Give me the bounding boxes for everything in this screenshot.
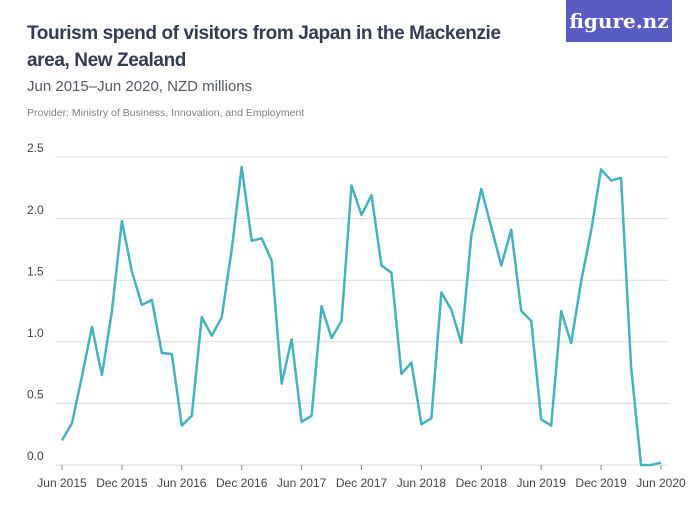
x-tick-label: Jun 2017 xyxy=(277,476,327,490)
chart-title: Tourism spend of visitors from Japan in … xyxy=(27,23,501,71)
x-tick-label: Jun 2015 xyxy=(37,476,87,490)
y-tick-label: 0.5 xyxy=(27,388,44,402)
y-tick-label: 0.0 xyxy=(27,449,44,463)
x-tick-label: Jun 2016 xyxy=(157,476,207,490)
chart-subtitle: Jun 2015–Jun 2020, NZD millions xyxy=(27,78,253,95)
y-tick-label: 2.5 xyxy=(27,141,44,155)
x-tick-label: Dec 2018 xyxy=(456,476,508,490)
provider: Provider: Ministry of Business, Innovati… xyxy=(27,107,305,119)
y-tick-label: 1.0 xyxy=(27,326,44,340)
y-tick-label: 2.0 xyxy=(27,203,44,217)
x-tick-label: Jun 2019 xyxy=(517,476,567,490)
x-tick-label: Jun 2020 xyxy=(636,476,686,490)
logo[interactable]: figure.nz xyxy=(566,0,672,42)
x-tick-label: Jun 2018 xyxy=(397,476,447,490)
x-tick-label: Dec 2015 xyxy=(96,476,148,490)
x-tick-label: Dec 2019 xyxy=(575,476,627,490)
series-line xyxy=(60,165,662,467)
x-tick-label: Dec 2016 xyxy=(216,476,268,490)
x-tick-label: Dec 2017 xyxy=(336,476,388,490)
y-tick-label: 1.5 xyxy=(27,264,44,278)
